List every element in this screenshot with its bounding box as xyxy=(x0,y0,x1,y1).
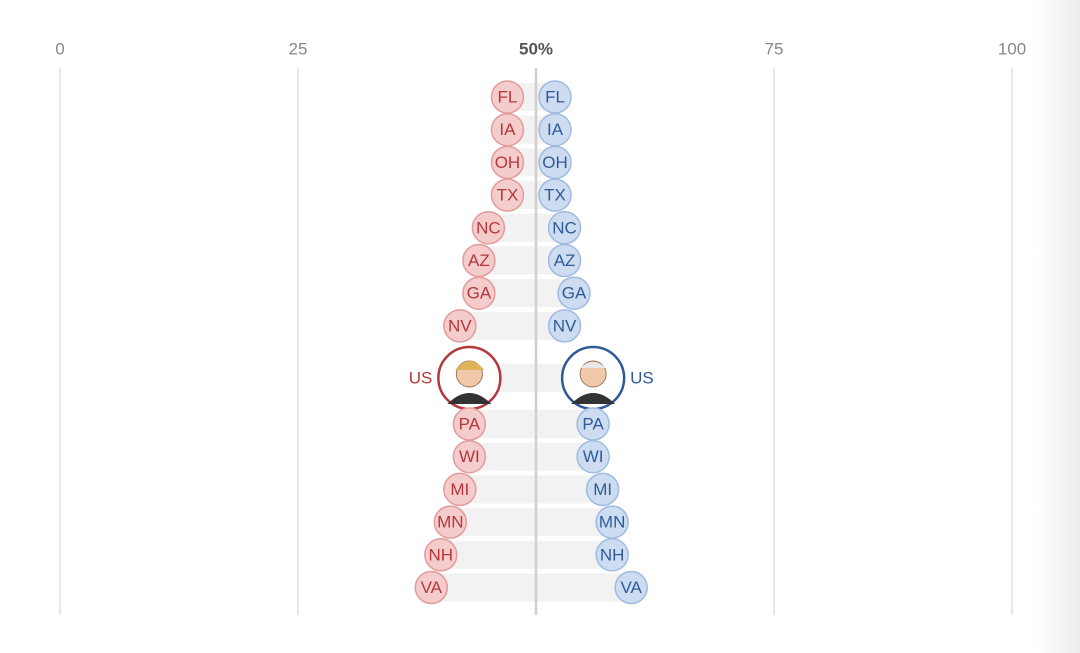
x-tick-label: 25 xyxy=(289,40,308,59)
category-label: FL xyxy=(545,88,565,107)
dot xyxy=(538,178,572,212)
x-tick-label: 0 xyxy=(55,40,64,59)
range-bar xyxy=(450,508,613,537)
dot xyxy=(490,178,525,212)
dot xyxy=(462,276,496,310)
category-label: OH xyxy=(495,153,521,172)
dot xyxy=(414,570,449,605)
category-label: MI xyxy=(450,480,469,499)
portrait-body xyxy=(571,393,616,404)
category-label: US xyxy=(409,369,433,388)
dot xyxy=(547,309,582,343)
category-label: OH xyxy=(542,153,568,172)
category-label: NH xyxy=(600,545,625,564)
category-label: MN xyxy=(599,513,625,532)
dot xyxy=(547,243,582,278)
dot xyxy=(557,276,591,310)
dot xyxy=(443,309,477,343)
screen-edge xyxy=(1036,0,1080,653)
category-label: NV xyxy=(553,316,577,335)
category-label: TX xyxy=(544,186,566,205)
dot xyxy=(433,505,468,539)
dot xyxy=(452,439,487,474)
portrait-hair xyxy=(455,361,485,370)
range-bar xyxy=(440,540,613,569)
category-label: TX xyxy=(497,186,519,205)
category-label: GA xyxy=(467,284,492,303)
dot xyxy=(576,439,610,474)
category-label: VA xyxy=(620,578,642,597)
category-label: PA xyxy=(459,415,481,434)
range-bar xyxy=(459,475,603,504)
x-tick-label: 75 xyxy=(765,40,784,59)
dot xyxy=(614,570,648,605)
portrait-body xyxy=(447,393,492,404)
x-tick-label: 100 xyxy=(998,40,1026,59)
category-label: VA xyxy=(421,578,443,597)
category-label: NH xyxy=(429,545,454,564)
category-label: NV xyxy=(448,316,472,335)
category-label: IA xyxy=(499,120,516,139)
dot xyxy=(424,538,458,572)
category-label: MN xyxy=(437,513,463,532)
range-bar xyxy=(469,442,594,471)
category-label: WI xyxy=(583,447,604,466)
category-label: FL xyxy=(498,88,518,107)
dot xyxy=(595,538,629,572)
category-label: NC xyxy=(552,218,577,237)
dot xyxy=(443,472,477,507)
category-label: GA xyxy=(562,284,587,303)
range-bar xyxy=(469,410,594,438)
dot xyxy=(471,211,506,245)
category-label: MI xyxy=(593,480,612,499)
category-label: NC xyxy=(476,218,501,237)
range-bar xyxy=(431,573,632,602)
category-label: WI xyxy=(459,447,480,466)
dot xyxy=(585,472,620,507)
range-bar xyxy=(459,311,565,340)
category-label: AZ xyxy=(554,251,576,270)
portrait-hair xyxy=(580,362,607,368)
category-label: PA xyxy=(582,415,604,434)
x-tick-label: 50% xyxy=(519,40,553,59)
category-label: IA xyxy=(547,120,564,139)
category-label: AZ xyxy=(468,251,490,270)
category-label: US xyxy=(630,369,654,388)
